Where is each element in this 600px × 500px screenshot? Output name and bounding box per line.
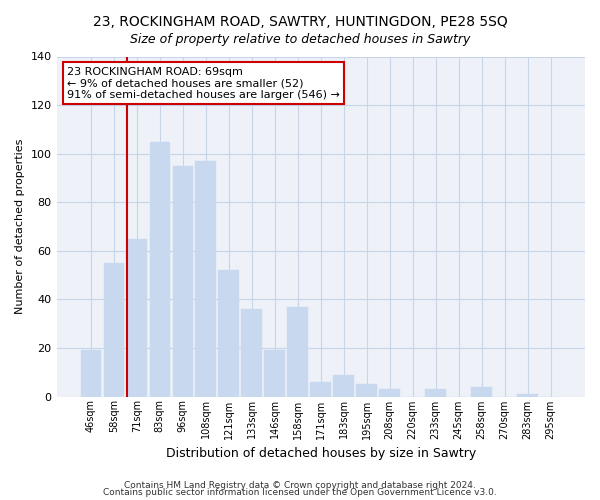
Bar bbox=[196, 161, 216, 396]
Bar bbox=[218, 270, 239, 396]
Bar bbox=[265, 350, 285, 397]
Bar bbox=[517, 394, 538, 396]
Bar bbox=[356, 384, 377, 396]
Bar bbox=[334, 374, 354, 396]
Bar bbox=[241, 309, 262, 396]
Bar bbox=[173, 166, 193, 396]
Bar bbox=[104, 263, 124, 396]
X-axis label: Distribution of detached houses by size in Sawtry: Distribution of detached houses by size … bbox=[166, 447, 476, 460]
Bar bbox=[425, 389, 446, 396]
Bar bbox=[80, 350, 101, 397]
Bar bbox=[287, 306, 308, 396]
Bar bbox=[127, 238, 147, 396]
Text: Size of property relative to detached houses in Sawtry: Size of property relative to detached ho… bbox=[130, 32, 470, 46]
Bar bbox=[310, 382, 331, 396]
Y-axis label: Number of detached properties: Number of detached properties bbox=[15, 139, 25, 314]
Bar bbox=[472, 387, 492, 396]
Text: 23 ROCKINGHAM ROAD: 69sqm
← 9% of detached houses are smaller (52)
91% of semi-d: 23 ROCKINGHAM ROAD: 69sqm ← 9% of detach… bbox=[67, 66, 340, 100]
Text: Contains public sector information licensed under the Open Government Licence v3: Contains public sector information licen… bbox=[103, 488, 497, 497]
Text: Contains HM Land Registry data © Crown copyright and database right 2024.: Contains HM Land Registry data © Crown c… bbox=[124, 480, 476, 490]
Text: 23, ROCKINGHAM ROAD, SAWTRY, HUNTINGDON, PE28 5SQ: 23, ROCKINGHAM ROAD, SAWTRY, HUNTINGDON,… bbox=[92, 15, 508, 29]
Bar bbox=[379, 389, 400, 396]
Bar bbox=[149, 142, 170, 396]
